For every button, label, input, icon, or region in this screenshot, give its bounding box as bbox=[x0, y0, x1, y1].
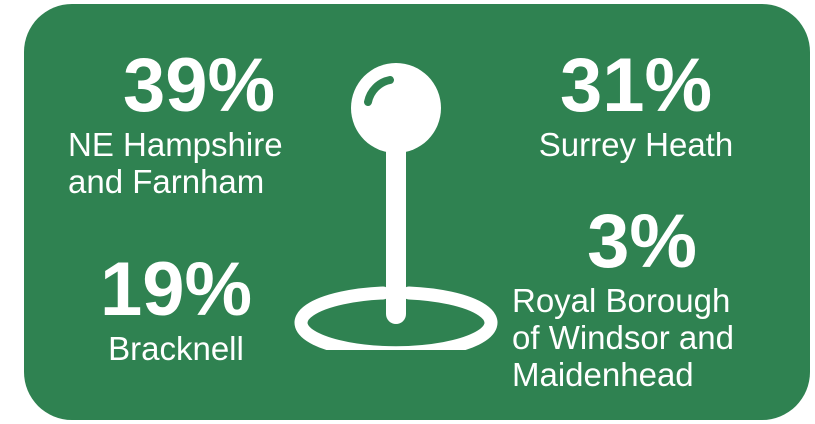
stat-label: and Farnham bbox=[68, 163, 265, 200]
stat-label: Maidenhead bbox=[512, 356, 694, 393]
stat-percent: 3% bbox=[587, 199, 697, 284]
stat-label: of Windsor and bbox=[512, 319, 734, 356]
stat-label: Bracknell bbox=[108, 330, 244, 367]
stat-surrey-heath: 31% Surrey Heath bbox=[506, 43, 766, 164]
stat-ne-hampshire: 39% NE Hampshire and Farnham bbox=[64, 43, 334, 201]
stat-percent: 39% bbox=[122, 43, 276, 128]
stat-percent: 31% bbox=[559, 43, 713, 128]
stat-label: Surrey Heath bbox=[538, 126, 734, 163]
map-pin-icon bbox=[294, 63, 498, 350]
stat-percent: 19% bbox=[99, 247, 253, 332]
stat-bracknell: 19% Bracknell bbox=[76, 247, 276, 368]
infographic-card: 39% NE Hampshire and Farnham 31% Surrey … bbox=[24, 4, 810, 420]
stat-royal-borough-windsor-maidenhead: 3% Royal Borough of Windsor and Maidenhe… bbox=[512, 199, 772, 394]
stat-label: NE Hampshire bbox=[68, 126, 283, 163]
stat-label: Royal Borough bbox=[512, 282, 731, 319]
